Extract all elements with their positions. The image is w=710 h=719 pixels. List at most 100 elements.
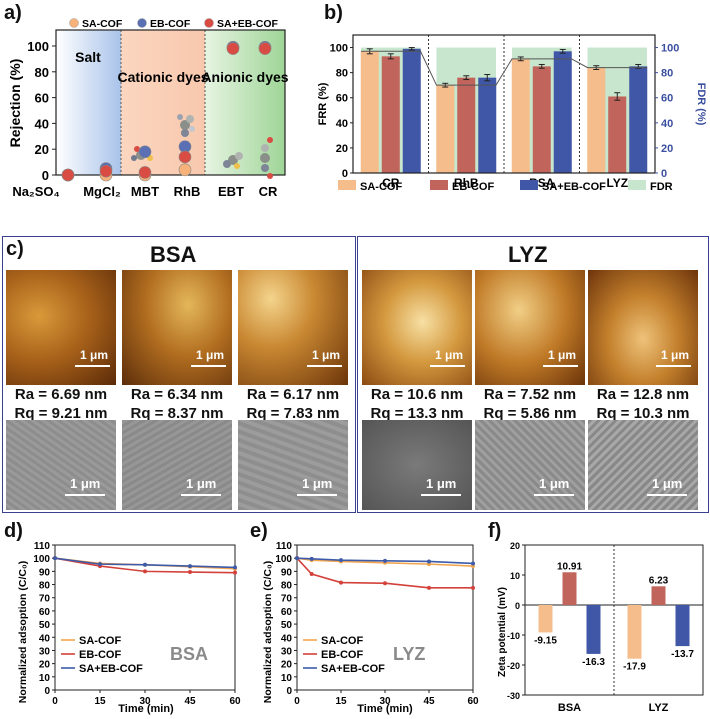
series-line	[296, 557, 473, 589]
y-tick-label: 40	[35, 116, 49, 131]
scale-bar	[297, 494, 337, 496]
panel-d-label: d)	[4, 520, 23, 542]
panel-b-label: b)	[324, 2, 343, 24]
bar	[360, 51, 379, 173]
y-tick-label: 20	[281, 660, 293, 671]
scale-label: 1 μm	[652, 476, 683, 491]
y-tick-label: 0	[342, 168, 348, 180]
scale-bar	[307, 365, 342, 367]
y-tick-label: 40	[281, 633, 293, 644]
afm-image	[362, 270, 472, 385]
fdr-line	[361, 50, 647, 86]
legend-label: SA-COF	[321, 635, 363, 647]
scale-label: 1 μm	[312, 348, 341, 362]
y-tick-label: 50	[281, 620, 293, 631]
y-tick-label: 10	[39, 673, 51, 684]
y-tick-label: 90	[281, 567, 293, 578]
panel-f-label: f)	[488, 520, 502, 542]
series-line	[296, 557, 474, 567]
ra-value: Ra = 6.34 nm	[130, 386, 224, 403]
scale-bar	[65, 494, 105, 496]
data-point	[427, 585, 431, 590]
molecule-cr-icon	[260, 137, 273, 179]
y-tick-label: 80	[336, 68, 348, 80]
afm-image	[122, 270, 232, 385]
scale-bar	[430, 365, 465, 367]
rq-value: Rq = 9.21 nm	[14, 405, 108, 422]
afm-box-lyz	[357, 236, 709, 513]
y-tick-label: 100	[33, 554, 50, 565]
region-label-anionic: Anionic dyes	[201, 69, 288, 85]
data-point	[188, 564, 192, 569]
chart-e: 0 10 20 30 40 50 60 70 80 90 100 110 0 15 30 45 60 SA-COF…	[262, 541, 479, 715]
y-tick-label: 70	[39, 594, 51, 605]
legend-label: SA+EB-COF	[321, 663, 385, 675]
data-point	[471, 585, 475, 590]
data-label: -17.9	[623, 662, 646, 673]
chart-a: 0 20 40 60 80 100 Na₂SO₄ MgCl₂ MBT RhB EBT CR Salt…	[7, 18, 289, 199]
ra-value: Ra = 12.8 nm	[596, 386, 690, 403]
data-point	[427, 559, 431, 564]
y-tick-label: 10	[281, 673, 293, 684]
y-tick-label: 100	[275, 554, 292, 565]
data-point	[233, 565, 237, 570]
roughness-values: Ra = 6.17 nm Rq = 7.83 nm	[234, 385, 352, 423]
y-tick-label: 0	[42, 168, 49, 183]
x-tick-label: RhB	[454, 176, 479, 190]
series-line	[296, 557, 474, 565]
svg-text:FDR: FDR	[650, 181, 673, 193]
y-tick-label: 110	[34, 541, 51, 552]
sem-image	[238, 420, 348, 510]
y-axis-label-b-right: FDR (%)	[695, 83, 707, 126]
bar	[608, 96, 627, 173]
rq-value: Rq = 13.3 nm	[370, 405, 464, 422]
data-point	[233, 570, 237, 575]
sem-image	[6, 420, 116, 510]
scale-bar	[543, 365, 578, 367]
y-tick-label: 20	[35, 142, 49, 157]
y-tick-label: 30	[281, 646, 293, 657]
afm-image	[475, 270, 585, 385]
y-tick-label: 100	[27, 39, 49, 54]
scale-label: 1 μm	[196, 348, 225, 362]
y-tick-label: 80	[281, 581, 293, 592]
bar	[586, 605, 601, 654]
y-tick-label: -30	[507, 691, 520, 701]
scale-label: 1 μm	[435, 348, 464, 362]
scale-bar	[656, 365, 691, 367]
data-point	[309, 572, 314, 576]
data-label: -16.3	[582, 657, 605, 668]
y-tick-label-right: 60	[661, 93, 673, 105]
x-tick-label: CR	[382, 176, 400, 190]
x-axis-label-d: Time (min)	[118, 703, 174, 715]
y-tick-label: 60	[35, 91, 49, 106]
y-tick-label: 50	[39, 620, 51, 631]
scale-bar	[534, 494, 574, 496]
svg-text:SA-COF: SA-COF	[360, 181, 402, 193]
afm-image	[588, 270, 698, 385]
data-label: 6.23	[649, 575, 669, 586]
y-tick-label: 40	[39, 633, 51, 644]
sem-image	[122, 420, 232, 510]
data-point	[98, 562, 102, 567]
y-tick-label-right: 20	[661, 143, 673, 155]
watermark-label: BSA	[170, 644, 208, 664]
legend-label: EB-COF	[321, 649, 363, 661]
legend-b: SA-COF EB-COF SA+EB-COF FDR	[338, 180, 673, 193]
y-tick-label: 20	[39, 660, 51, 671]
x-tick-label: 15	[335, 696, 347, 707]
data-point	[188, 570, 192, 575]
data-point	[138, 166, 152, 179]
scale-bar	[647, 494, 687, 496]
y-axis-label-e: Normalized adsoption (C/C₀)	[262, 561, 274, 703]
scale-label: 1 μm	[186, 476, 217, 491]
data-point	[61, 168, 75, 182]
y-tick-label: 40	[336, 118, 348, 130]
ra-value: Ra = 6.69 nm	[14, 386, 108, 403]
x-tick-label: Na₂SO₄	[12, 184, 59, 199]
y-tick-label-right: 100	[661, 43, 679, 55]
y-tick-label: 70	[281, 594, 293, 605]
scale-label: 1 μm	[539, 476, 570, 491]
molecule-rhb-icon	[177, 114, 195, 137]
